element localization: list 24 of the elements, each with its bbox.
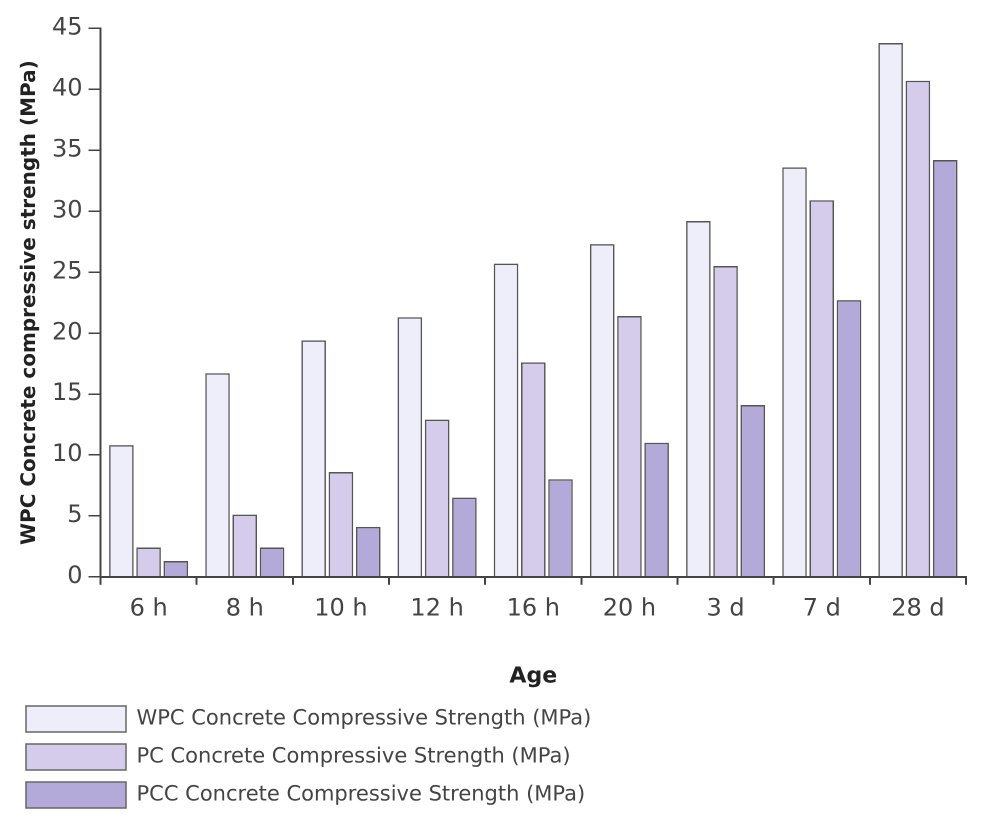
y-tick-label: 5 <box>67 500 83 528</box>
y-tick-label: 30 <box>52 195 83 224</box>
y-tick-label: 10 <box>52 439 83 468</box>
x-tick-label: 3 d <box>706 593 745 622</box>
x-tick-label: 6 h <box>130 593 168 622</box>
y-tick-label: 15 <box>52 378 83 406</box>
legend-label: WPC Concrete Compressive Strength (MPa) <box>136 705 592 730</box>
y-tick-label: 25 <box>52 256 83 284</box>
y-tick-label: 0 <box>67 561 83 590</box>
x-tick-label: 10 h <box>314 593 368 622</box>
y-axis-title: WPC Concrete compressive strength (MPa) <box>16 60 40 546</box>
x-tick-label: 12 h <box>410 593 464 622</box>
y-tick-label: 45 <box>52 12 83 41</box>
y-tick-label: 35 <box>52 134 83 162</box>
x-tick-label: 20 h <box>602 593 656 622</box>
x-tick-label: 7 d <box>802 593 841 622</box>
x-tick-label: 8 h <box>226 593 264 622</box>
legend-label: PCC Concrete Compressive Strength (MPa) <box>136 781 586 806</box>
y-tick-label: 40 <box>52 74 83 102</box>
y-tick-label: 20 <box>52 317 83 346</box>
x-axis-title: Age <box>509 664 558 689</box>
legend-label: PC Concrete Compressive Strength (MPa) <box>136 743 571 768</box>
x-tick-label: 28 d <box>891 593 945 622</box>
x-tick-label: 16 h <box>506 593 560 622</box>
